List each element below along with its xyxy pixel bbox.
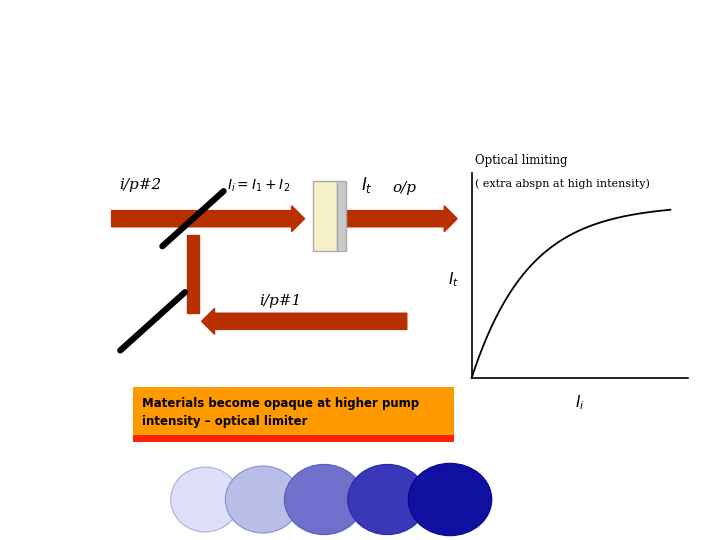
FancyArrow shape	[112, 206, 305, 232]
Ellipse shape	[225, 466, 300, 533]
Bar	[133, 387, 454, 435]
Text: ( extra abspn at high intensity): ( extra abspn at high intensity)	[475, 178, 650, 189]
Text: $I_i=I_1+I_2$: $I_i=I_1+I_2$	[227, 178, 290, 194]
Text: intensity – optical limiter: intensity – optical limiter	[142, 415, 307, 428]
FancyArrow shape	[187, 235, 199, 313]
Text: $I_t$: $I_t$	[448, 270, 459, 289]
Text: Optical limiting: Optical limiting	[475, 154, 567, 167]
Ellipse shape	[408, 463, 492, 536]
FancyArrow shape	[346, 206, 457, 232]
Text: i/p#2: i/p#2	[120, 178, 161, 192]
Bar	[336, 181, 346, 251]
Text: Materials become opaque at higher pump: Materials become opaque at higher pump	[142, 397, 419, 410]
FancyArrow shape	[202, 308, 407, 334]
Text: o/p: o/p	[392, 181, 416, 195]
Ellipse shape	[284, 464, 364, 535]
Text: i/p#1: i/p#1	[260, 294, 302, 308]
Ellipse shape	[171, 467, 240, 532]
Bar	[133, 435, 454, 442]
Bar	[313, 181, 336, 251]
Text: $I_t$: $I_t$	[361, 176, 373, 195]
Ellipse shape	[348, 464, 427, 535]
Text: $I_i$: $I_i$	[575, 393, 585, 412]
